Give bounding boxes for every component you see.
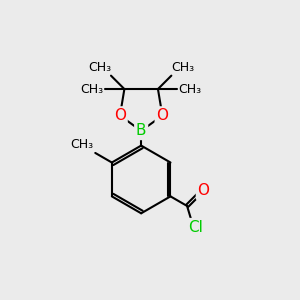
Text: CH₃: CH₃ (81, 82, 104, 95)
Text: O: O (114, 108, 126, 123)
Text: O: O (156, 108, 168, 123)
Text: CH₃: CH₃ (71, 138, 94, 151)
Text: CH₃: CH₃ (171, 61, 194, 74)
Text: Cl: Cl (188, 220, 203, 235)
Text: CH₃: CH₃ (88, 61, 111, 74)
Text: B: B (136, 123, 146, 138)
Text: CH₃: CH₃ (178, 82, 202, 95)
Text: O: O (197, 183, 209, 198)
